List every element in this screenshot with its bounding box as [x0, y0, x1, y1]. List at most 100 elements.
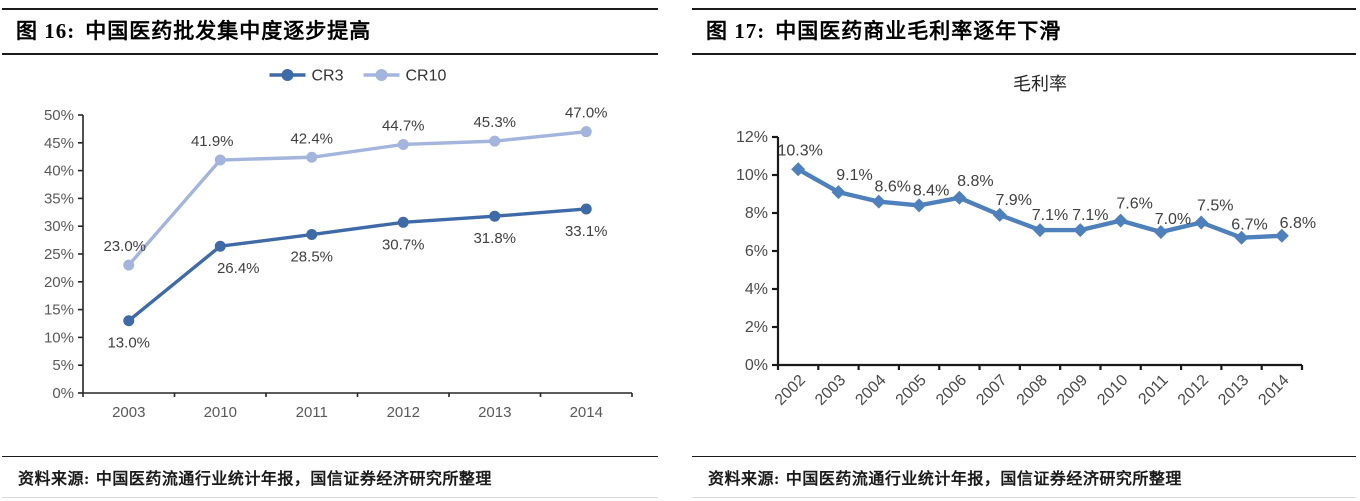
data-marker	[1194, 215, 1209, 230]
data-marker	[992, 207, 1007, 222]
y-tick-label: 2%	[745, 319, 768, 336]
data-label: 9.1%	[836, 167, 872, 184]
data-label: 7.1%	[1032, 207, 1068, 224]
y-tick-label: 10%	[44, 329, 74, 346]
source-note: 资料来源: 中国医药流通行业统计年报，国信证券经济研究所整理	[18, 465, 492, 489]
legend-label-CR3: CR3	[312, 68, 344, 85]
data-label: 7.1%	[1072, 207, 1108, 224]
y-tick-label: 5%	[52, 357, 74, 374]
x-tick-label: 2007	[973, 372, 1010, 409]
source-label: 资料来源:	[708, 471, 780, 488]
data-label: 7.0%	[1155, 211, 1191, 228]
y-tick-label: 0%	[52, 385, 74, 402]
y-tick-label: 4%	[745, 281, 768, 298]
data-label: 44.7%	[382, 117, 425, 134]
data-marker	[1033, 223, 1047, 238]
data-label: 8.6%	[875, 179, 911, 196]
y-tick-label: 40%	[44, 163, 74, 180]
figure-17-title: 图 17: 中国医药商业毛利率逐年下滑	[706, 15, 1061, 45]
y-tick-label: 50%	[44, 107, 74, 124]
data-marker	[1153, 225, 1168, 239]
y-tick-label: 30%	[44, 218, 74, 235]
x-tick-label: 2009	[1054, 372, 1091, 409]
data-marker	[580, 203, 592, 215]
y-tick-label: 25%	[44, 246, 74, 263]
bottom-rule	[2, 497, 658, 498]
y-tick-label: 15%	[44, 302, 74, 319]
x-tick-label: 2003	[112, 404, 145, 421]
top-rule	[2, 8, 658, 10]
figure-title-text: 中国医药批发集中度逐步提高	[85, 19, 372, 43]
data-label: 47.0%	[565, 105, 608, 122]
data-marker	[306, 229, 318, 241]
data-marker	[214, 240, 226, 252]
data-label: 10.3%	[777, 142, 822, 159]
y-tick-label: 0%	[745, 357, 768, 374]
data-label: 7.9%	[995, 192, 1031, 209]
data-marker	[397, 216, 409, 228]
data-marker	[123, 259, 135, 271]
data-marker	[952, 190, 967, 205]
footer-divider	[2, 456, 658, 457]
chart-title: 毛利率	[1013, 74, 1067, 94]
y-tick-label: 8%	[745, 205, 768, 222]
data-label: 26.4%	[217, 260, 260, 277]
data-marker	[912, 198, 927, 213]
data-marker	[791, 162, 806, 177]
data-label: 13.0%	[107, 335, 150, 352]
data-label: 42.4%	[290, 130, 333, 147]
data-marker	[871, 194, 886, 209]
data-label: 31.8%	[473, 230, 516, 247]
source-label: 资料来源:	[18, 471, 90, 488]
data-label: 28.5%	[290, 249, 333, 266]
x-tick-label: 2011	[296, 404, 328, 421]
source-note: 资料来源: 中国医药流通行业统计年报，国信证券经济研究所整理	[708, 465, 1182, 489]
data-marker	[580, 126, 592, 138]
x-tick-label: 2011	[1135, 372, 1171, 408]
x-tick-label: 2004	[852, 372, 889, 409]
legend-marker-CR3	[281, 69, 294, 81]
data-label: 30.7%	[382, 236, 425, 253]
footer-divider	[692, 456, 1356, 457]
figure-number: 图 16:	[16, 19, 76, 43]
data-label: 8.8%	[957, 173, 993, 190]
series-line-CR3	[127, 207, 588, 323]
source-text: 中国医药流通行业统计年报，国信证券经济研究所整理	[785, 471, 1182, 488]
figure-16-title: 图 16: 中国医药批发集中度逐步提高	[16, 15, 371, 45]
data-label: 41.9%	[191, 133, 234, 150]
figure-number: 图 17:	[706, 19, 766, 43]
data-marker	[306, 151, 318, 163]
data-marker	[123, 315, 135, 327]
title-divider	[692, 53, 1356, 55]
x-tick-label: 2005	[893, 372, 930, 409]
data-label: 6.8%	[1280, 215, 1316, 232]
bottom-rule	[692, 497, 1356, 498]
data-marker	[831, 185, 846, 200]
legend-label-CR10: CR10	[406, 68, 447, 85]
data-marker	[1073, 223, 1088, 238]
data-marker	[489, 210, 501, 222]
title-divider	[2, 53, 658, 55]
x-tick-label: 2010	[204, 404, 237, 421]
concentration-line-chart: 0% 5% 10% 15% 20% 25% 30% 35% 40% 45% 50% 2003 2010 2…	[44, 68, 633, 421]
legend-marker-CR10	[375, 69, 388, 81]
data-label: 7.5%	[1197, 198, 1233, 215]
data-label: 8.4%	[913, 182, 949, 199]
x-tick-label: 2014	[570, 404, 603, 421]
data-marker	[489, 135, 501, 147]
data-marker	[397, 138, 409, 150]
x-tick-label: 2010	[1094, 372, 1131, 409]
x-tick-label: 2003	[812, 372, 849, 409]
top-rule	[692, 8, 1356, 10]
x-tick-label: 2008	[1014, 372, 1051, 409]
data-marker	[1234, 230, 1249, 245]
y-tick-label: 6%	[745, 243, 768, 260]
data-marker	[1274, 228, 1289, 243]
y-tick-label: 12%	[736, 129, 768, 146]
x-tick-label: 2006	[933, 372, 970, 409]
data-label: 7.6%	[1116, 196, 1152, 213]
x-tick-label: 2012	[1175, 372, 1212, 409]
source-text: 中国医药流通行业统计年报，国信证券经济研究所整理	[95, 471, 492, 488]
figure-title-text: 中国医药商业毛利率逐年下滑	[775, 19, 1062, 43]
